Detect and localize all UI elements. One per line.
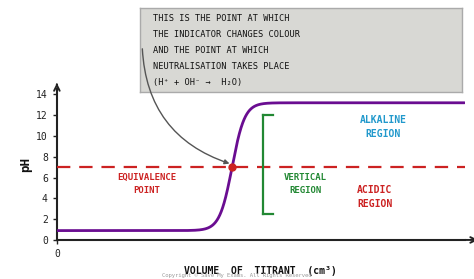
Text: THE INDICATOR CHANGES COLOUR: THE INDICATOR CHANGES COLOUR [153,30,300,39]
Text: Copyright © Save My Exams. All Rights Reserved: Copyright © Save My Exams. All Rights Re… [162,273,312,278]
Text: EQUIVALENCE: EQUIVALENCE [117,173,176,182]
Text: POINT: POINT [133,186,160,194]
Text: REGION: REGION [357,199,392,209]
Text: AND THE POINT AT WHICH: AND THE POINT AT WHICH [153,46,268,55]
Text: ALKALINE: ALKALINE [359,116,407,126]
Text: NEUTRALISATION TAKES PLACE: NEUTRALISATION TAKES PLACE [153,62,289,71]
Text: (H⁺ + OH⁻ →  H₂O): (H⁺ + OH⁻ → H₂O) [153,78,242,87]
Y-axis label: pH: pH [19,157,32,172]
Text: REGION: REGION [365,129,401,139]
X-axis label: VOLUME  OF  TITRANT  (cm³): VOLUME OF TITRANT (cm³) [184,266,337,276]
Text: ACIDIC: ACIDIC [357,185,392,195]
Text: REGION: REGION [290,186,322,194]
Text: VERTICAL: VERTICAL [284,173,327,182]
Text: THIS IS THE POINT AT WHICH: THIS IS THE POINT AT WHICH [153,14,289,23]
